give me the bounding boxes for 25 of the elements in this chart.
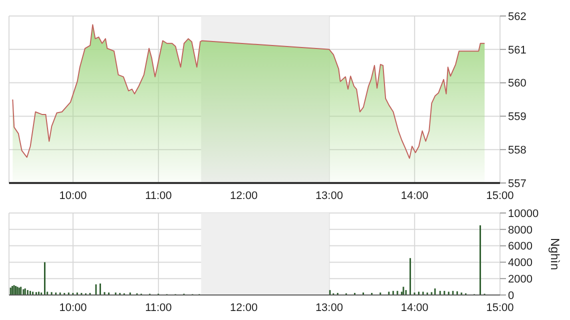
x-tick-label: 15:00	[486, 190, 514, 202]
x-tick-label: 11:00	[145, 190, 172, 202]
y-tick-label: 558	[508, 144, 526, 157]
y-tick-label: 560	[508, 78, 526, 90]
y-tick-label: 557	[508, 178, 526, 190]
y-tick-label: 2000	[508, 274, 532, 286]
x-tick-label: 10:00	[59, 302, 87, 314]
x-tick-label: 11:00	[145, 302, 172, 314]
x-tick-label: 14:00	[400, 190, 428, 202]
y-tick-label: 562	[508, 10, 526, 23]
y-tick-label: 6000	[508, 240, 532, 253]
x-tick-label: 14:00	[400, 302, 428, 314]
y-axis-title: Nghìn	[548, 238, 562, 270]
y-tick-label: 8000	[508, 224, 532, 236]
y-tick-label: 561	[508, 44, 526, 56]
x-tick-label: 15:00	[486, 302, 514, 314]
x-tick-label: 10:00	[59, 190, 87, 202]
y-tick-label: 0	[508, 290, 514, 302]
x-tick-label: 13:00	[315, 302, 343, 314]
x-tick-label: 12:00	[230, 190, 258, 202]
y-tick-label: 559	[508, 111, 526, 124]
x-tick-label: 13:00	[315, 190, 343, 202]
x-tick-label: 12:00	[230, 302, 258, 314]
y-tick-label: 10000	[508, 208, 539, 220]
y-tick-label: 4000	[508, 257, 532, 270]
